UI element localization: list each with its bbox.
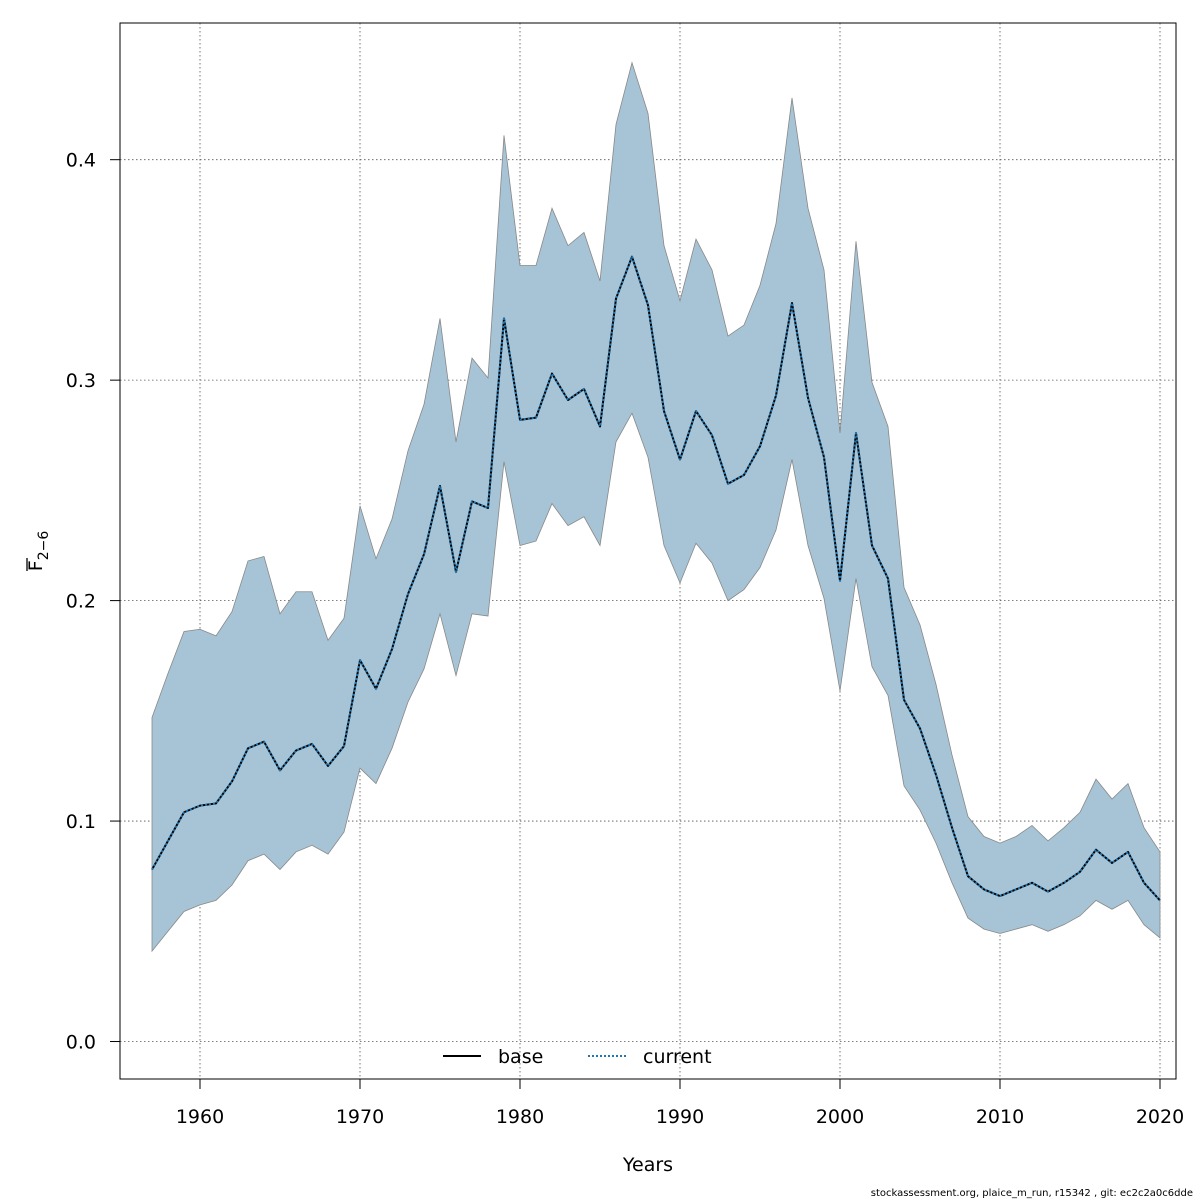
series-line-current — [151, 255, 1161, 902]
footer-note: stockassessment.org, plaice_m_run, r1534… — [871, 1188, 1193, 1199]
x-tick-label: 2000 — [816, 1106, 864, 1128]
confidence-band — [151, 61, 1161, 953]
legend-label-base: base — [498, 1046, 543, 1068]
svg-text:F2−6: F2−6 — [25, 531, 52, 572]
y-axis-title-subscript: 2−6 — [36, 531, 52, 561]
x-tick-label: 1990 — [656, 1106, 704, 1128]
legend-label-current: current — [643, 1046, 712, 1068]
x-tick-label: 2010 — [976, 1106, 1024, 1128]
y-axis-title-main: F — [25, 560, 47, 571]
x-tick-label: 1980 — [496, 1106, 544, 1128]
x-tick-label: 1970 — [336, 1106, 384, 1128]
plot-frame — [119, 22, 1177, 1080]
series-lines — [151, 255, 1161, 902]
x-axis-title: Years — [622, 1154, 673, 1176]
y-axis: 0.0 0.1 0.2 0.3 0.4 — [66, 150, 120, 1054]
y-tick-label: 0.0 — [66, 1032, 96, 1054]
y-tick-label: 0.4 — [66, 150, 96, 172]
y-tick-label: 0.3 — [66, 370, 96, 392]
confidence-band-area — [151, 61, 1161, 953]
x-tick-label: 2020 — [1136, 1106, 1184, 1128]
y-tick-label: 0.2 — [66, 591, 96, 613]
y-tick-label: 0.1 — [66, 811, 96, 833]
x-tick-label: 1960 — [176, 1106, 224, 1128]
y-axis-title: F2−6 — [25, 531, 52, 572]
legend: base current — [443, 1046, 712, 1068]
x-axis: 1960 1970 1980 1990 2000 2010 2020 — [176, 1079, 1184, 1128]
